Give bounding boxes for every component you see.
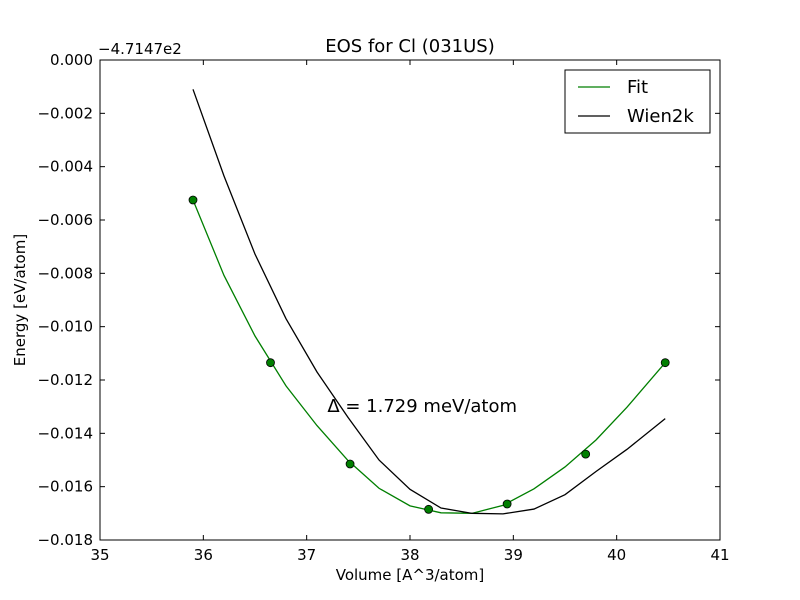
x-tick-label: 39 (504, 546, 523, 564)
x-tick-label: 35 (90, 546, 109, 564)
data-points (188, 195, 670, 514)
legend-label-wien2k: Wien2k (627, 106, 694, 127)
data-point (188, 195, 198, 205)
plot-area (100, 60, 720, 540)
x-tick-label: 36 (194, 546, 213, 564)
y-axis-offset-label: −4.7147e2 (98, 40, 182, 58)
y-tick-label: −0.014 (37, 424, 93, 442)
x-tick-label: 40 (607, 546, 626, 564)
x-axis-label: Volume [A^3/atom] (336, 566, 485, 584)
data-point (424, 504, 434, 514)
legend: Fit Wien2k (564, 69, 711, 134)
y-axis-label: Energy [eV/atom] (11, 234, 29, 366)
data-layer (188, 89, 670, 515)
y-tick-label: −0.012 (37, 371, 93, 389)
x-axis-ticks: 35 36 37 38 39 40 41 (90, 60, 730, 564)
x-tick-label: 41 (710, 546, 729, 564)
y-axis-ticks: 0.000 −0.002 −0.004 −0.006 −0.008 −0.010 −0.01… (37, 51, 720, 549)
y-tick-label: −0.002 (37, 104, 93, 122)
delta-annotation: Δ = 1.729 meV/atom (327, 396, 517, 417)
data-point (345, 459, 355, 469)
y-tick-label: −0.004 (37, 158, 93, 176)
data-point (502, 499, 512, 509)
data-point (581, 449, 591, 459)
series-line-wien2k (192, 89, 666, 515)
x-tick-label: 37 (297, 546, 316, 564)
y-tick-label: −0.010 (37, 318, 93, 336)
x-tick-label: 38 (400, 546, 419, 564)
chart-title: EOS for Cl (031US) (325, 36, 494, 57)
legend-label-fit: Fit (627, 77, 648, 98)
y-tick-label: −0.008 (37, 264, 93, 282)
y-tick-label: −0.016 (37, 478, 93, 496)
y-tick-label: −0.018 (37, 531, 93, 549)
data-point (660, 358, 670, 368)
legend-box (564, 69, 711, 134)
y-tick-label: 0.000 (50, 51, 93, 69)
y-tick-label: −0.006 (37, 211, 93, 229)
data-point (266, 358, 275, 368)
